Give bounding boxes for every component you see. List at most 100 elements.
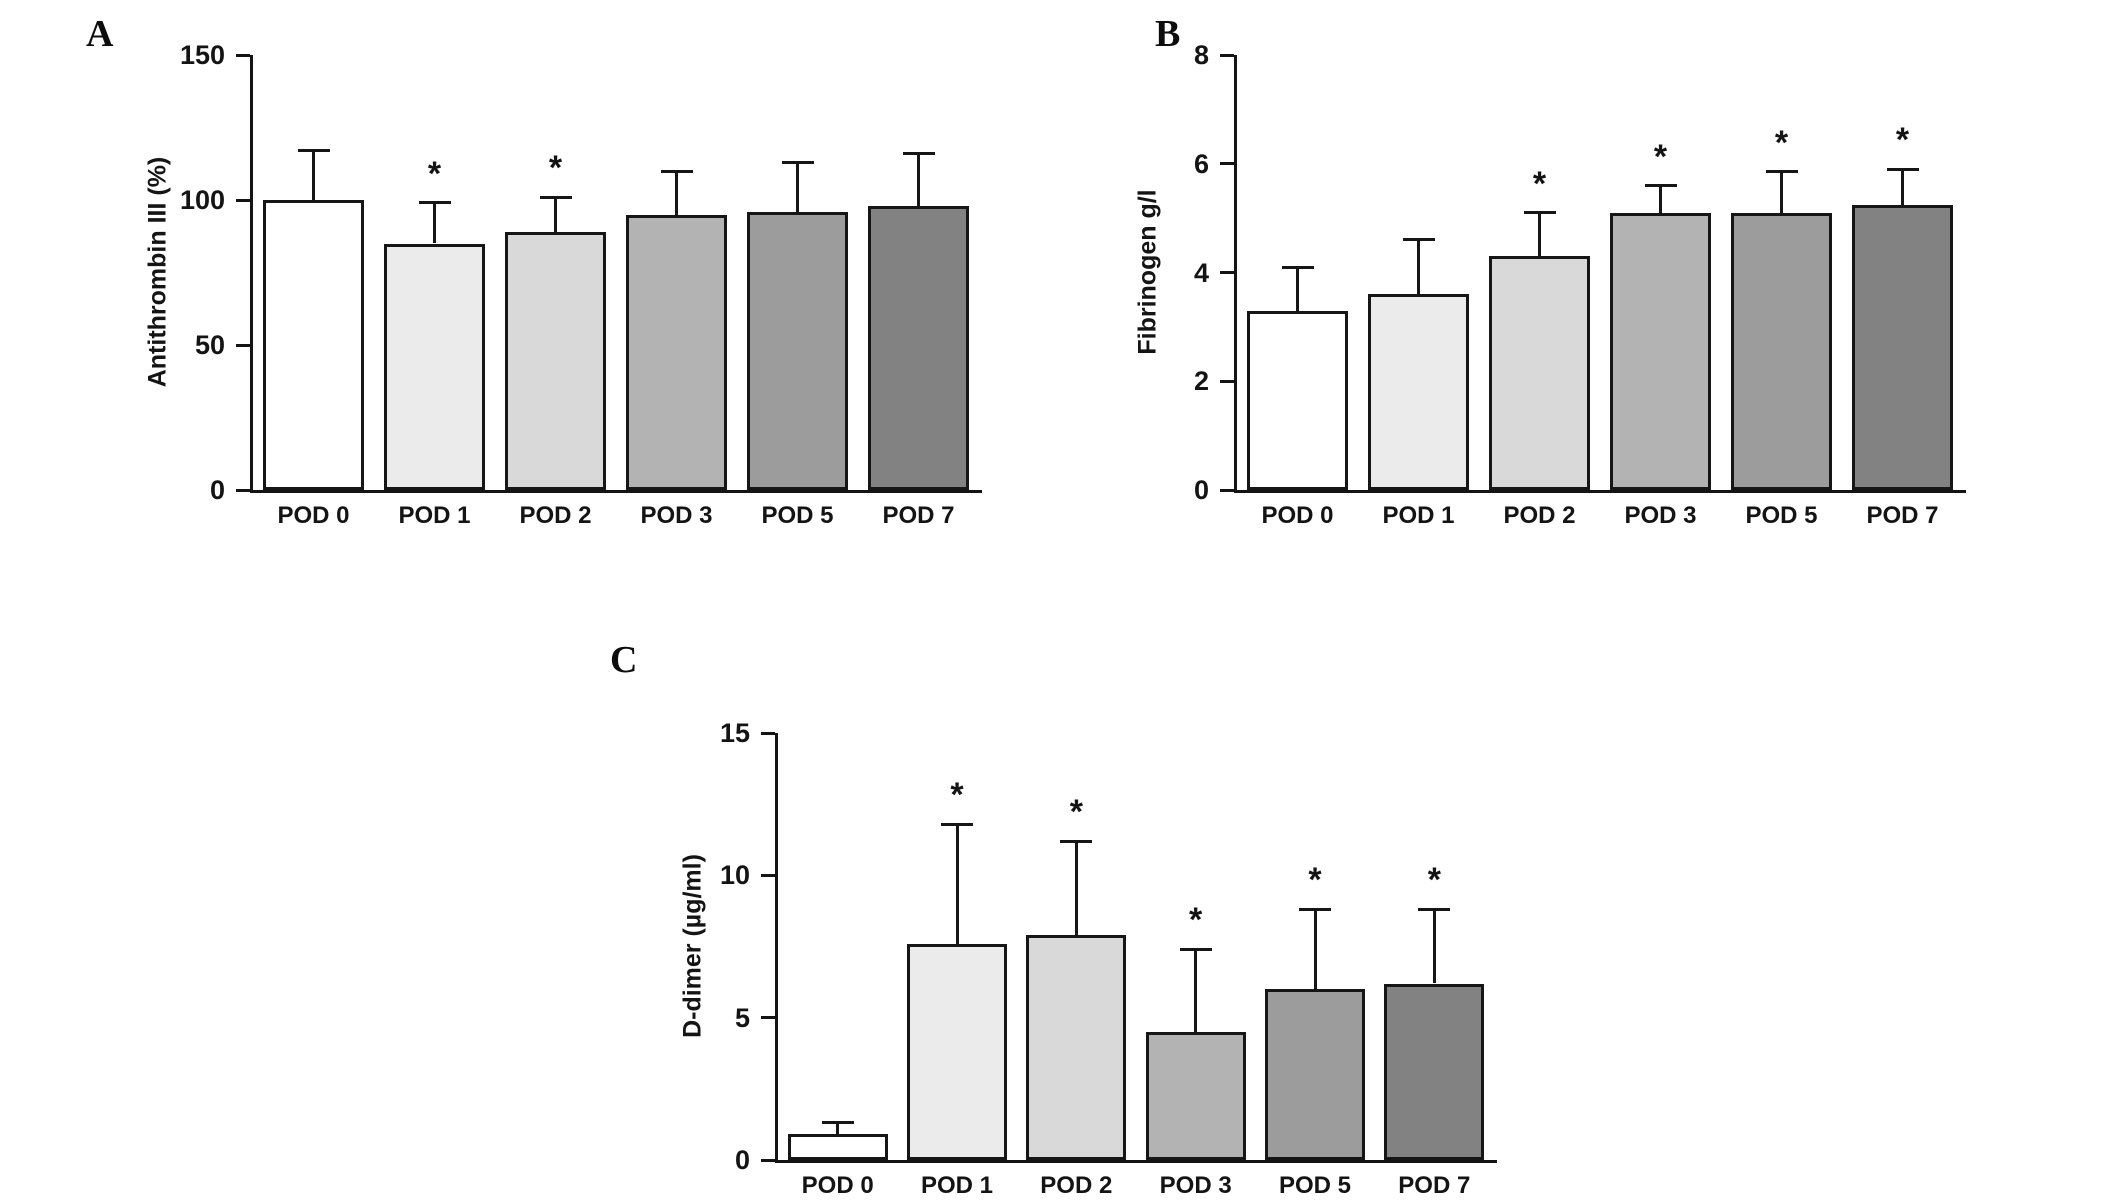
y-tick-label: 0 bbox=[1193, 475, 1209, 505]
significance-asterisk: * bbox=[548, 149, 563, 188]
error-bar-cap bbox=[1299, 907, 1331, 911]
bar bbox=[1609, 212, 1712, 490]
x-tick-label: POD 3 bbox=[640, 502, 713, 529]
error-bar-cap bbox=[821, 1121, 854, 1125]
y-axis-line bbox=[250, 55, 253, 493]
y-tick-label: 150 bbox=[179, 40, 225, 70]
significance-asterisk: * bbox=[1189, 901, 1203, 940]
x-tick-label: POD 3 bbox=[1624, 502, 1697, 529]
chart-plot-c: 0 5 10 15 POD 0 * POD 1 * POD 2 * POD 3 * POD 5 * POD … bbox=[720, 718, 1497, 1199]
y-axis-tick bbox=[236, 53, 250, 57]
significance-asterisk: * bbox=[1653, 137, 1668, 176]
x-tick-label: POD 2 bbox=[1503, 502, 1576, 529]
y-axis-tick bbox=[761, 1158, 775, 1162]
panel-letter-b: B bbox=[1155, 13, 1181, 55]
y-axis-tick bbox=[1220, 53, 1234, 57]
error-bar bbox=[1417, 239, 1420, 295]
error-bar-cap bbox=[660, 169, 693, 173]
error-bar bbox=[1194, 949, 1198, 1032]
panel-letter-c: C bbox=[610, 639, 638, 681]
y-tick-label: 0 bbox=[734, 1145, 750, 1175]
y-tick-label: 6 bbox=[1193, 148, 1209, 179]
y-tick-label: 8 bbox=[1193, 40, 1209, 70]
x-tick-label: POD 7 bbox=[1866, 502, 1939, 529]
bar bbox=[625, 214, 728, 490]
significance-asterisk: * bbox=[1774, 123, 1789, 162]
error-bar bbox=[675, 171, 678, 215]
bar bbox=[383, 243, 486, 490]
bar bbox=[1367, 294, 1470, 490]
error-bar bbox=[433, 202, 436, 244]
bar bbox=[1145, 1031, 1246, 1160]
bar bbox=[1730, 212, 1833, 490]
y-tick-label: 100 bbox=[179, 185, 225, 215]
error-bar bbox=[1296, 267, 1299, 311]
bar bbox=[867, 205, 970, 490]
y-axis-tick bbox=[1220, 271, 1234, 274]
y-tick-label: 4 bbox=[1193, 257, 1209, 288]
x-tick-label: POD 1 bbox=[398, 502, 471, 529]
panel-letter-a: A bbox=[86, 13, 114, 55]
y-tick-label: 15 bbox=[719, 718, 750, 748]
bar bbox=[262, 200, 365, 490]
y-axis-tick bbox=[761, 1016, 775, 1020]
y-tick-label: 5 bbox=[734, 1002, 750, 1033]
error-bar bbox=[1432, 909, 1436, 984]
error-bar-cap bbox=[539, 195, 572, 199]
y-axis-tick bbox=[236, 198, 250, 202]
y-axis-tick bbox=[236, 343, 250, 347]
error-bar-cap bbox=[1281, 265, 1314, 269]
x-axis-line bbox=[250, 490, 982, 493]
x-tick-label: POD 3 bbox=[1159, 1172, 1232, 1199]
bar bbox=[746, 211, 849, 490]
error-bar-cap bbox=[1886, 167, 1919, 171]
significance-asterisk: * bbox=[1895, 121, 1910, 160]
error-bar-cap bbox=[418, 201, 451, 205]
x-tick-label: POD 5 bbox=[1745, 502, 1818, 529]
y-tick-label: 0 bbox=[209, 475, 225, 505]
y-axis-tick bbox=[236, 488, 250, 492]
error-bar bbox=[312, 150, 315, 200]
significance-asterisk: * bbox=[427, 154, 442, 193]
significance-asterisk: * bbox=[1532, 164, 1547, 203]
error-bar bbox=[1659, 185, 1662, 213]
error-bar bbox=[1074, 841, 1078, 936]
error-bar-cap bbox=[1179, 947, 1212, 951]
error-bar bbox=[1538, 212, 1541, 257]
x-tick-label: POD 0 bbox=[1261, 502, 1334, 529]
error-bar bbox=[917, 153, 920, 206]
bar bbox=[1264, 989, 1366, 1160]
error-bar-cap bbox=[941, 822, 973, 826]
error-bar-cap bbox=[781, 160, 814, 164]
x-axis-line bbox=[1234, 490, 1966, 493]
error-bar-cap bbox=[297, 149, 330, 153]
y-axis-tick bbox=[1220, 379, 1234, 383]
error-bar-cap bbox=[1765, 170, 1798, 174]
x-tick-label: POD 1 bbox=[1382, 502, 1455, 529]
y-tick-label: 10 bbox=[719, 860, 750, 891]
x-tick-label: POD 7 bbox=[1398, 1172, 1471, 1199]
y-tick-label: 50 bbox=[194, 330, 225, 360]
y-tick-label: 2 bbox=[1193, 366, 1209, 397]
bar bbox=[1026, 935, 1127, 1160]
error-bar-cap bbox=[1644, 184, 1677, 187]
x-tick-label: POD 5 bbox=[761, 502, 834, 529]
error-bar-cap bbox=[902, 152, 935, 156]
error-bar bbox=[1780, 171, 1783, 213]
significance-asterisk: * bbox=[1308, 861, 1322, 900]
x-tick-label: POD 2 bbox=[1040, 1172, 1113, 1199]
error-bar-cap bbox=[1418, 907, 1451, 911]
x-tick-label: POD 1 bbox=[920, 1172, 993, 1199]
bar bbox=[1488, 256, 1591, 490]
y-axis-tick bbox=[761, 731, 775, 735]
significance-asterisk: * bbox=[1069, 793, 1083, 832]
chart-plot-b: 0 2 4 6 8 POD 0 POD 1 * POD 2 * POD 3 * POD 5 * POD 7 bbox=[1194, 40, 1966, 529]
y-axis-tick bbox=[1220, 162, 1234, 166]
x-axis-line bbox=[775, 1160, 1497, 1163]
x-tick-label: POD 0 bbox=[801, 1172, 874, 1199]
x-tick-label: POD 0 bbox=[277, 502, 350, 529]
